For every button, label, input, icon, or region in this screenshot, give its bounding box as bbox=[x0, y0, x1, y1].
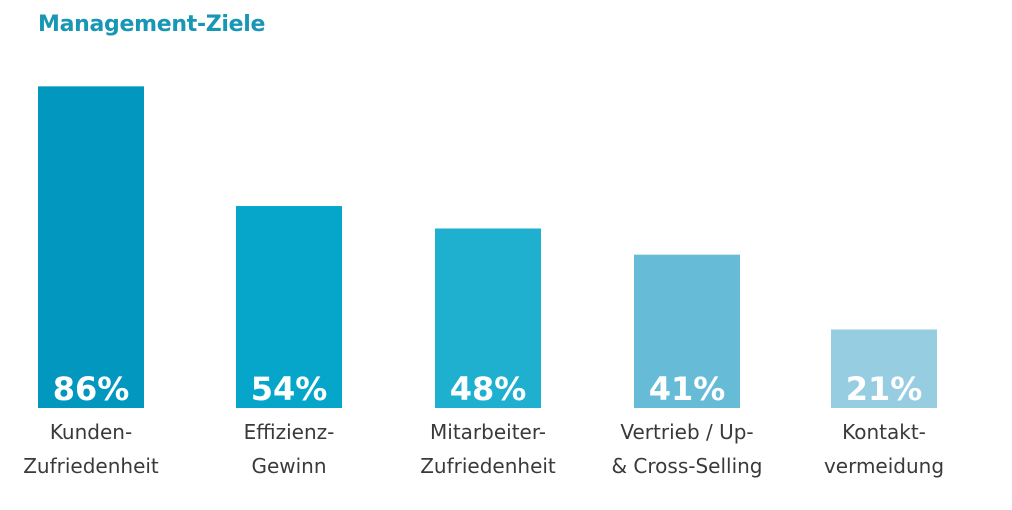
bar-value-label-3: 41% bbox=[649, 370, 726, 408]
category-label-4-line-1: vermeidung bbox=[824, 454, 944, 478]
bar-1 bbox=[236, 206, 342, 408]
category-label-2-line-0: Mitarbeiter- bbox=[430, 420, 546, 444]
category-label-2-line-1: Zufriedenheit bbox=[420, 454, 556, 478]
bar-value-label-1: 54% bbox=[251, 370, 328, 408]
bar-3 bbox=[634, 254, 740, 408]
category-label-3-line-0: Vertrieb / Up- bbox=[620, 420, 753, 444]
bar-value-label-4: 21% bbox=[846, 370, 923, 408]
category-label-4-line-0: Kontakt- bbox=[842, 420, 926, 444]
category-label-1-line-0: Effizienz- bbox=[244, 420, 335, 444]
bar-4 bbox=[831, 329, 937, 408]
bar-value-label-2: 48% bbox=[450, 370, 527, 408]
category-label-0-line-1: Zufriedenheit bbox=[23, 454, 159, 478]
category-label-3-line-1: & Cross-Selling bbox=[611, 454, 762, 478]
category-label-0-line-0: Kunden- bbox=[50, 420, 132, 444]
bar-0 bbox=[38, 86, 144, 409]
chart-title: Management-Ziele bbox=[38, 12, 266, 37]
bar-2 bbox=[435, 228, 541, 408]
category-label-1-line-1: Gewinn bbox=[251, 454, 326, 478]
bar-value-label-0: 86% bbox=[53, 370, 130, 408]
